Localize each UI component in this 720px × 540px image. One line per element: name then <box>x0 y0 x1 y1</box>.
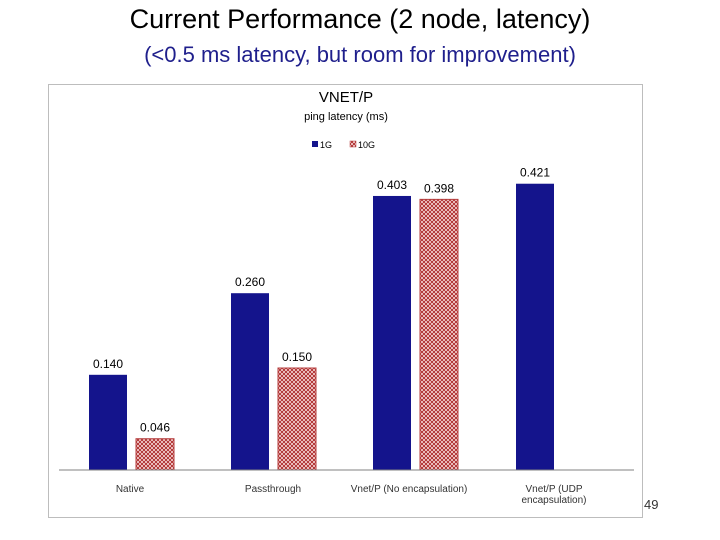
value-label-10g-1: 0.150 <box>282 350 312 364</box>
legend-swatch-1g <box>312 141 318 147</box>
x-tick-label-3-line1: encapsulation) <box>521 495 586 506</box>
slide-title: Current Performance (2 node, latency) <box>129 4 591 34</box>
bar-10g-0 <box>135 438 175 471</box>
x-tick-label-3: Vnet/P (UDP <box>525 484 582 495</box>
x-labels-group: Native Passthrough Vnet/P (No encapsulatio… <box>116 484 587 506</box>
slide-number: 49 <box>644 497 659 512</box>
bar-1g-1 <box>231 293 269 470</box>
latency-bar-chart: VNET/P ping latency (ms) 1G 10G 0.140 0.26… <box>59 89 634 506</box>
bar-10g-2 <box>419 198 459 471</box>
value-label-10g-2: 0.398 <box>424 181 454 195</box>
value-label-1g-3: 0.421 <box>520 166 550 180</box>
value-labels-group: 0.140 0.260 0.403 0.421 0.046 0.150 0.398 <box>93 166 550 435</box>
legend-swatch-10g <box>349 140 357 148</box>
value-label-1g-0: 0.140 <box>93 357 123 371</box>
slide-subtitle: (<0.5 ms latency, but room for improveme… <box>144 42 576 67</box>
value-label-1g-1: 0.260 <box>235 275 265 289</box>
x-tick-label-2: Vnet/P (No encapsulation) <box>351 484 468 495</box>
bars-group <box>89 183 554 471</box>
chart-subtitle: ping latency (ms) <box>304 111 388 123</box>
value-label-10g-0: 0.046 <box>140 421 170 435</box>
legend-label-10g: 10G <box>358 140 375 150</box>
x-tick-label-0: Native <box>116 484 145 495</box>
bar-1g-0 <box>89 374 127 470</box>
chart-title: VNET/P <box>319 89 373 106</box>
bar-1g-2 <box>373 195 411 470</box>
chart-frame: VNET/P ping latency (ms) 1G 10G 0.140 0.26… <box>48 84 643 518</box>
x-tick-label-1: Passthrough <box>245 484 301 495</box>
value-label-1g-2: 0.403 <box>377 178 407 192</box>
chart-legend: 1G 10G <box>312 140 375 150</box>
bar-10g-1 <box>277 367 317 471</box>
legend-label-1g: 1G <box>320 140 332 150</box>
bar-1g-3 <box>516 183 554 470</box>
